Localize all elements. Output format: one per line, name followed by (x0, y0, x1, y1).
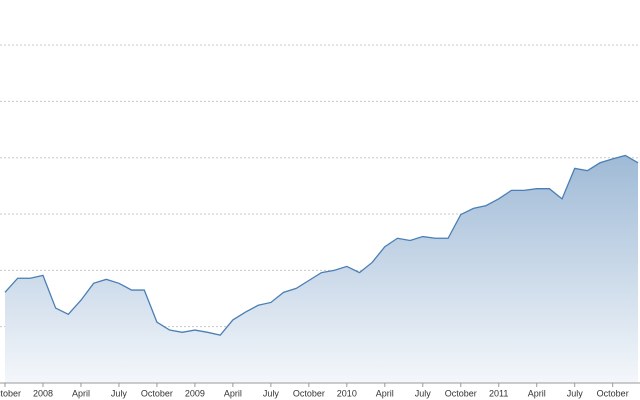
x-tick-label: April (224, 388, 242, 398)
x-tick-label: October (141, 388, 173, 398)
x-tick-label: 2008 (33, 388, 53, 398)
x-tick-label: 2009 (185, 388, 205, 398)
line (4, 154, 639, 336)
x-tick-label: April (376, 388, 394, 398)
x-tick-label: July (567, 388, 584, 398)
x-tick-label: 2011 (489, 388, 508, 398)
x-tick-label: April (528, 388, 546, 398)
x-tick-label: October (597, 388, 629, 398)
x-tick-label: 2010 (337, 388, 357, 398)
area (5, 155, 638, 383)
x-tick-label: July (263, 388, 280, 398)
x-tick-label: April (72, 388, 90, 398)
x-tick-label: October (445, 388, 477, 398)
x-tick-label: October (0, 388, 21, 398)
x-tick-label: July (415, 388, 432, 398)
x-tick-label: July (111, 388, 128, 398)
x-tick-label: October (293, 388, 325, 398)
